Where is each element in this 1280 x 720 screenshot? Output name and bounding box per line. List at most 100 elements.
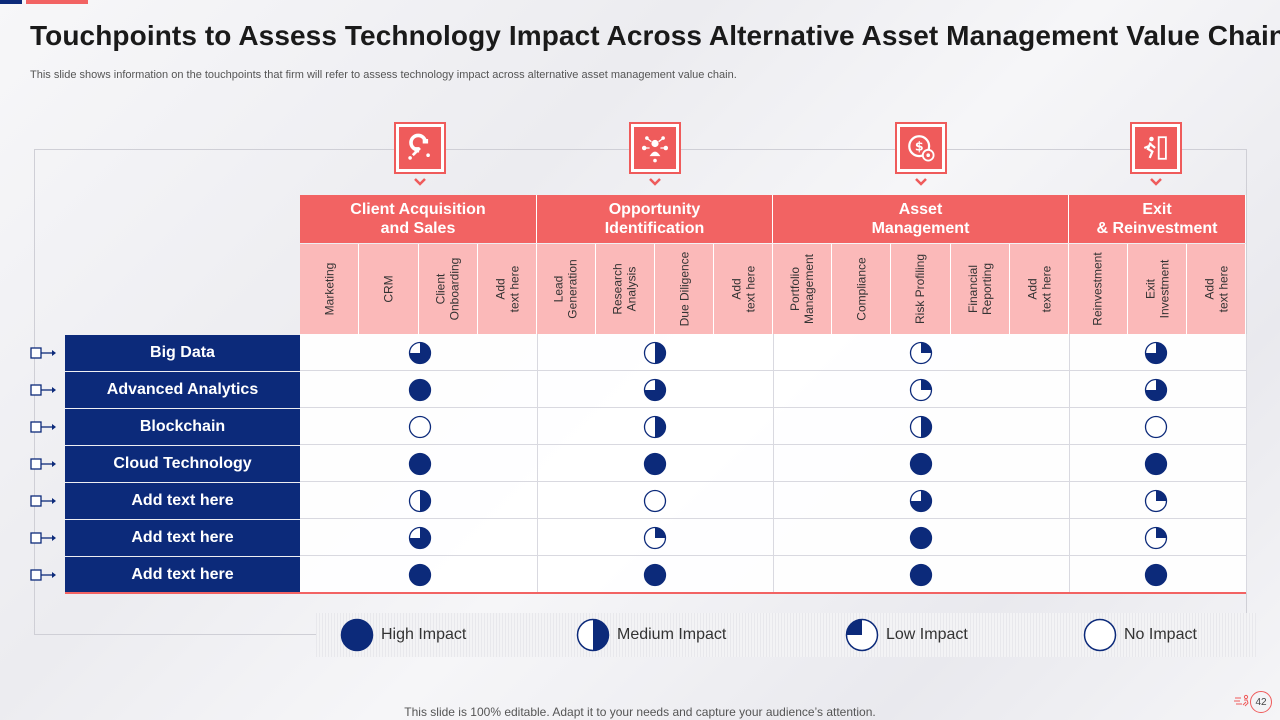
medium-impact-icon bbox=[408, 489, 432, 513]
no-impact-icon bbox=[1144, 415, 1168, 439]
low-impact-icon bbox=[909, 341, 933, 365]
sub-column-header: Add text here bbox=[1009, 244, 1069, 334]
sub-column-header: Risk Profiling bbox=[891, 244, 951, 334]
high-impact-icon bbox=[643, 563, 667, 587]
high-impact-icon bbox=[408, 378, 432, 402]
row-arrow-marker-icon bbox=[30, 495, 56, 507]
sub-column-header: Add text here bbox=[477, 244, 537, 334]
sub-column-header: Reinvestment bbox=[1069, 244, 1128, 334]
row-arrow-marker-icon bbox=[30, 569, 56, 581]
sub-column-label: Reinvestment bbox=[1091, 252, 1105, 326]
empty-circle-icon bbox=[1083, 618, 1117, 652]
three-quarter-impact-icon bbox=[408, 341, 432, 365]
exit-door-icon bbox=[1130, 122, 1182, 174]
magnet-icon bbox=[394, 122, 446, 174]
sub-column-label: Client Onboarding bbox=[433, 257, 462, 321]
sub-column-header: Add text here bbox=[714, 244, 773, 334]
legend-item-low: Low Impact bbox=[845, 613, 968, 657]
stage-header: Exit & Reinvestment bbox=[1069, 195, 1246, 243]
row-arrow-marker-icon bbox=[30, 347, 56, 359]
chevron-down-icon bbox=[649, 178, 661, 186]
sub-column-header: CRM bbox=[359, 244, 419, 334]
row-label: Add text here bbox=[65, 483, 300, 519]
row-label: Big Data bbox=[65, 335, 300, 371]
impact-legend: High Impact Medium Impact Low Impact No … bbox=[316, 613, 1256, 657]
sub-column-label: Due Diligence bbox=[677, 251, 691, 327]
sub-column-label: Marketing bbox=[322, 262, 337, 316]
sub-column-label: Portfolio Management bbox=[788, 253, 817, 325]
medium-impact-icon bbox=[643, 415, 667, 439]
table-bottom-rule bbox=[65, 592, 1246, 594]
sub-column-label: Add text here bbox=[1201, 265, 1230, 313]
page-subtitle: This slide shows information on the touc… bbox=[30, 69, 737, 81]
sub-column-header: Financial Reporting bbox=[950, 244, 1010, 334]
high-impact-icon bbox=[909, 563, 933, 587]
page-title: Touchpoints to Assess Technology Impact … bbox=[30, 20, 1280, 51]
sub-column-label: Add text here bbox=[728, 265, 757, 313]
sub-column-label: Lead Generation bbox=[552, 259, 580, 319]
full-circle-icon bbox=[340, 618, 374, 652]
row-arrow-marker-icon bbox=[30, 458, 56, 470]
legend-label-medium: Medium Impact bbox=[617, 626, 727, 643]
no-impact-icon bbox=[408, 415, 432, 439]
column-divider bbox=[1246, 334, 1247, 593]
low-impact-icon bbox=[643, 526, 667, 550]
high-impact-icon bbox=[408, 452, 432, 476]
sub-column-header: Research Analysis bbox=[596, 244, 655, 334]
sub-column-label: Add text here bbox=[492, 265, 521, 313]
row-label: Add text here bbox=[65, 520, 300, 556]
footer-note: This slide is 100% editable. Adapt it to… bbox=[404, 705, 876, 719]
chevron-down-icon bbox=[1150, 178, 1162, 186]
top-accent-bar-red bbox=[26, 0, 88, 4]
sub-column-header: Client Onboarding bbox=[418, 244, 478, 334]
column-divider bbox=[1069, 334, 1070, 593]
legend-label-low: Low Impact bbox=[886, 626, 968, 643]
sub-column-label: Exit Investment bbox=[1143, 259, 1172, 319]
legend-label-none: No Impact bbox=[1124, 626, 1197, 643]
stage-header: Asset Management bbox=[773, 195, 1069, 243]
half-circle-icon bbox=[576, 618, 610, 652]
three-quarter-impact-icon bbox=[643, 378, 667, 402]
legend-item-medium: Medium Impact bbox=[576, 613, 726, 657]
sub-column-header: Exit Investment bbox=[1128, 244, 1187, 334]
sub-column-label: Research Analysis bbox=[610, 263, 639, 315]
high-impact-icon bbox=[643, 452, 667, 476]
high-impact-icon bbox=[408, 563, 432, 587]
three-quarter-impact-icon bbox=[1144, 378, 1168, 402]
high-impact-icon bbox=[1144, 452, 1168, 476]
top-accent-bar-blue bbox=[0, 0, 22, 4]
sub-column-label: Compliance bbox=[854, 257, 869, 321]
no-impact-icon bbox=[643, 489, 667, 513]
sub-column-header: Compliance bbox=[832, 244, 892, 334]
legend-item-high: High Impact bbox=[340, 613, 466, 657]
row-arrow-marker-icon bbox=[30, 532, 56, 544]
legend-label-high: High Impact bbox=[381, 626, 467, 643]
page-number: 42 bbox=[1250, 691, 1272, 713]
sub-column-label: CRM bbox=[381, 275, 396, 303]
chevron-down-icon bbox=[414, 178, 426, 186]
legend-item-none: No Impact bbox=[1083, 613, 1197, 657]
column-divider bbox=[537, 334, 538, 593]
row-label: Add text here bbox=[65, 557, 300, 593]
row-arrow-marker-icon bbox=[30, 384, 56, 396]
sub-column-header: Marketing bbox=[300, 244, 360, 334]
low-impact-icon bbox=[909, 378, 933, 402]
sub-column-label: Financial Reporting bbox=[965, 262, 994, 316]
row-label: Blockchain bbox=[65, 409, 300, 445]
runner-icon bbox=[1234, 694, 1249, 707]
quarter-circle-icon bbox=[845, 618, 879, 652]
row-arrow-marker-icon bbox=[30, 421, 56, 433]
row-label: Cloud Technology bbox=[65, 446, 300, 482]
chevron-down-icon bbox=[915, 178, 927, 186]
network-people-icon bbox=[629, 122, 681, 174]
sub-column-header: Due Diligence bbox=[655, 244, 714, 334]
sub-column-label: Add text here bbox=[1024, 265, 1053, 313]
row-label: Advanced Analytics bbox=[65, 372, 300, 408]
low-impact-icon bbox=[1144, 489, 1168, 513]
stage-header: Client Acquisition and Sales bbox=[300, 195, 537, 243]
money-gear-icon: $ bbox=[895, 122, 947, 174]
svg-text:$: $ bbox=[915, 139, 924, 154]
three-quarter-impact-icon bbox=[909, 489, 933, 513]
sub-column-header: Lead Generation bbox=[537, 244, 596, 334]
column-divider bbox=[773, 334, 774, 593]
